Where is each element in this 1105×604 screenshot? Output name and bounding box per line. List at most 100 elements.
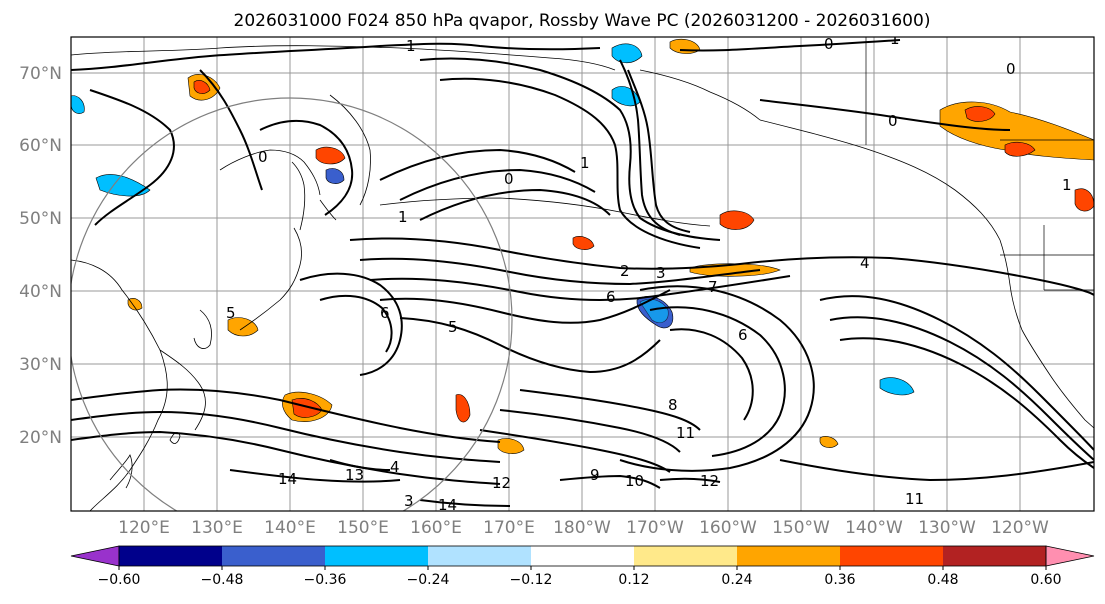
longitude-axis: 120°E 130°E 140°E 150°E 160°E 170°E 180°… — [118, 518, 1049, 538]
contour-5 — [379, 289, 671, 324]
contour-label: 5 — [226, 304, 236, 322]
coastline-korea — [193, 309, 212, 349]
lon-label-150e: 150°E — [337, 518, 389, 538]
coastlines — [71, 37, 1094, 511]
colorbar-segment — [531, 546, 635, 566]
contour-okhotsk-loop — [259, 119, 354, 216]
contour-bering-trough — [419, 57, 721, 241]
coastline-china-east — [159, 349, 206, 431]
map-panel: 1 0 1 0 0 0 1 1 0 1 2 3 4 5 6 7 6 5 6 8 — [70, 30, 1095, 514]
colorbar-tick-label: −0.24 — [407, 572, 450, 588]
contour-east-loop-3 — [839, 337, 1094, 469]
coastline-bc — [999, 239, 1023, 331]
contour-11-east — [779, 459, 1094, 482]
coastline-okhotsk — [219, 149, 321, 196]
colorbar-segment — [428, 546, 532, 566]
lat-label-40n: 40°N — [19, 282, 62, 302]
lat-label-20n: 20°N — [19, 428, 62, 448]
contour-9 — [499, 409, 681, 453]
contour-1-north — [71, 42, 601, 71]
colorbar-segment — [737, 546, 841, 566]
contour-label: 1 — [890, 30, 900, 48]
lon-label-130w: 130°W — [918, 518, 976, 538]
contour-11 — [479, 429, 671, 473]
coastline-philippines — [109, 454, 133, 489]
contour-west-jet-2 — [71, 410, 501, 463]
lon-label-120w: 120°W — [991, 518, 1049, 538]
contour-6 — [399, 317, 661, 374]
contour-label: 1 — [398, 208, 408, 226]
colorbar-tick-label: 0.12 — [618, 572, 649, 588]
lon-label-170w: 170°W — [626, 518, 684, 538]
coastline-sakhalin — [291, 161, 306, 231]
contour-label: 1 — [406, 37, 416, 55]
contour-central-loop-3 — [669, 328, 754, 421]
coastline-japan — [239, 227, 302, 331]
contour-13 — [329, 459, 391, 471]
anomaly-positive-gulf-red — [719, 210, 755, 230]
lon-label-140e: 140°E — [264, 518, 316, 538]
anomaly-negative-bering-cyan — [611, 43, 643, 64]
contour-label: 6 — [606, 288, 616, 306]
colorbar-tick-label: 0.36 — [824, 572, 855, 588]
coastline-aleutians — [379, 197, 711, 227]
contour-label: 14 — [438, 496, 457, 514]
colorbar: −0.60 −0.48 −0.36 −0.24 −0.12 0.12 0.24 0.36 0.4… — [70, 545, 1095, 588]
contour-label: 3 — [404, 492, 414, 510]
contour-label: 11 — [676, 424, 695, 442]
coastline-alaska-south — [759, 119, 1001, 241]
contour-label: 1 — [580, 154, 590, 172]
contour-label: 12 — [700, 472, 719, 490]
contour-12 — [659, 477, 721, 483]
colorbar-tick-label: 0.60 — [1030, 572, 1061, 588]
lat-label-30n: 30°N — [19, 355, 62, 375]
anomaly-positive-small-3 — [127, 298, 143, 311]
coastline-us-west — [1021, 329, 1094, 429]
contour-label: 4 — [860, 254, 870, 272]
contour-label: 7 — [708, 278, 718, 296]
anomaly-negative-okhotsk-blue — [325, 168, 345, 184]
colorbar-frame — [118, 545, 1047, 567]
chart-title: 2026031000 F024 850 hPa qvapor, Rossby W… — [234, 11, 931, 31]
contour-label: 10 — [625, 472, 644, 490]
range-ring — [71, 97, 513, 511]
range-ring-group — [71, 97, 513, 511]
contour-japan-loop — [299, 272, 403, 376]
anomaly-positive-small-2 — [819, 436, 839, 448]
lat-label-50n: 50°N — [19, 209, 62, 229]
lat-label-60n: 60°N — [19, 136, 62, 156]
contour-8 — [519, 389, 701, 431]
contour-label: 5 — [448, 318, 458, 336]
lon-label-150w: 150°W — [772, 518, 830, 538]
contour-bering-trough-4 — [627, 69, 691, 233]
colorbar-tick-label: −0.36 — [304, 572, 347, 588]
lon-label-120e: 120°E — [118, 518, 170, 538]
anomaly-positive-wnp-red — [455, 394, 471, 423]
contour-10 — [559, 474, 661, 489]
contour-label: 4 — [390, 458, 400, 476]
lon-label-130e: 130°E — [191, 518, 243, 538]
colorbar-segment — [840, 546, 944, 566]
anomaly-positive-okhotsk-red — [315, 146, 346, 165]
colorbar-segment — [325, 546, 429, 566]
contour-0-alaska — [759, 99, 1011, 131]
contour-siberia-loop-1 — [89, 89, 175, 226]
contour-mid-pacific-1 — [419, 188, 611, 221]
contour-bering-trough-3 — [619, 59, 681, 236]
contour-label: 0 — [258, 148, 268, 166]
colorbar-tick-label: −0.48 — [201, 572, 244, 588]
colorbar-tick-label: −0.12 — [510, 572, 553, 588]
colorbar-segment — [222, 546, 326, 566]
map-frame — [70, 36, 1095, 512]
shaded-anomalies — [71, 38, 1094, 454]
contour-label: 1 — [1062, 176, 1072, 194]
lon-label-170e: 170°E — [483, 518, 535, 538]
colorbar-tick-label: −0.60 — [98, 572, 141, 588]
coastline-taiwan — [169, 432, 181, 444]
contour-east-loop-2 — [829, 316, 1094, 461]
contour-label: 9 — [590, 466, 600, 484]
contour-west-jet-3 — [71, 430, 501, 485]
colorbar-segment — [943, 546, 1047, 566]
contour-label: 0 — [504, 170, 514, 188]
